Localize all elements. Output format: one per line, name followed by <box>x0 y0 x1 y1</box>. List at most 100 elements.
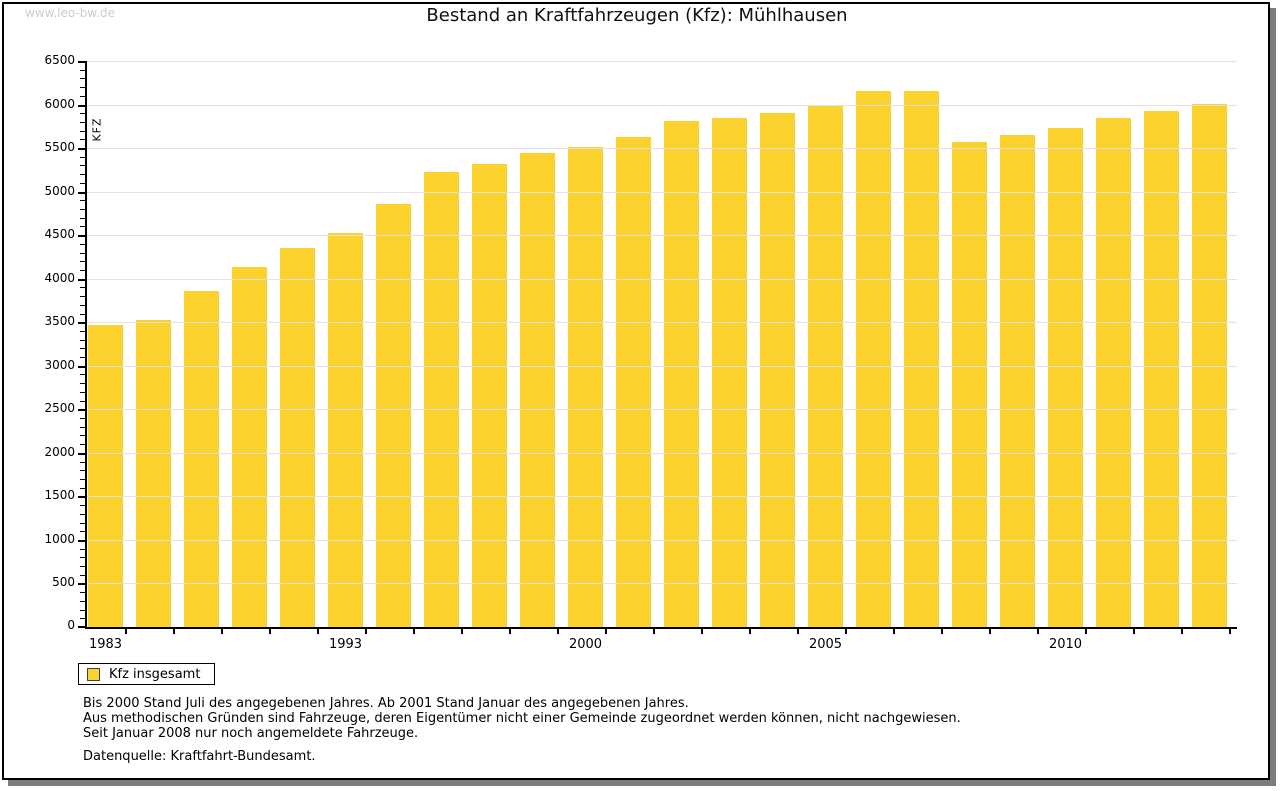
y-axis-tick-label: 500 <box>52 575 75 589</box>
y-axis-major-tick <box>78 61 85 63</box>
y-axis-minor-tick <box>80 575 85 576</box>
y-axis-tick-label: 6000 <box>44 97 75 111</box>
bar-2003 <box>712 118 747 627</box>
gridline <box>85 235 1237 236</box>
bar-1989 <box>232 267 267 627</box>
x-axis-tick <box>413 629 415 634</box>
footnote-line: Aus methodischen Gründen sind Fahrzeuge,… <box>83 711 961 726</box>
bar-1983 <box>88 325 123 627</box>
y-axis-minor-tick <box>80 479 85 480</box>
y-axis-tick-label: 5000 <box>44 184 75 198</box>
bar-1995 <box>376 204 411 627</box>
y-axis-minor-tick <box>80 392 85 393</box>
gridline <box>85 583 1237 584</box>
y-axis-minor-tick <box>80 314 85 315</box>
bar-2010 <box>1048 128 1083 627</box>
gridline <box>85 192 1237 193</box>
bar-1998 <box>472 164 507 627</box>
y-axis-minor-tick <box>80 200 85 201</box>
x-axis-tick <box>1133 629 1135 634</box>
gridline <box>85 540 1237 541</box>
bar-2012 <box>1144 111 1179 627</box>
x-axis-tick-label: 1983 <box>88 637 123 652</box>
y-axis-minor-tick <box>80 514 85 515</box>
y-axis-minor-tick <box>80 253 85 254</box>
x-axis-tick <box>989 629 991 634</box>
y-axis-minor-tick <box>80 113 85 114</box>
y-axis-minor-tick <box>80 226 85 227</box>
x-axis-tick-label: 2010 <box>1048 637 1083 652</box>
y-axis-minor-tick <box>80 131 85 132</box>
y-axis-minor-tick <box>80 557 85 558</box>
y-axis-tick-label: 3000 <box>44 358 75 372</box>
x-axis-tick <box>1181 629 1183 634</box>
y-axis-major-tick <box>78 366 85 368</box>
bar-2002 <box>664 121 699 627</box>
y-axis-minor-tick <box>80 435 85 436</box>
bar-2004 <box>760 113 795 627</box>
y-axis-major-tick <box>78 409 85 411</box>
y-axis-minor-tick <box>80 488 85 489</box>
y-axis-tick-label: 1000 <box>44 532 75 546</box>
y-axis-minor-tick <box>80 244 85 245</box>
x-axis-tick <box>893 629 895 634</box>
gridline <box>85 322 1237 323</box>
y-axis-minor-tick <box>80 505 85 506</box>
y-axis-major-tick <box>78 453 85 455</box>
bar-2001 <box>616 137 651 627</box>
y-axis-major-tick <box>78 322 85 324</box>
bar-1999 <box>520 153 555 627</box>
y-axis-minor-tick <box>80 209 85 210</box>
x-axis-tick <box>461 629 463 634</box>
y-axis-major-tick <box>78 279 85 281</box>
bar-1991 <box>280 248 315 627</box>
bar-1987 <box>184 291 219 627</box>
x-axis-tick <box>1037 629 1039 634</box>
gridline <box>85 409 1237 410</box>
bar-2013 <box>1192 104 1227 627</box>
y-axis-minor-tick <box>80 218 85 219</box>
y-axis-minor-tick <box>80 287 85 288</box>
y-axis-tick-label: 4000 <box>44 271 75 285</box>
y-axis-minor-tick <box>80 87 85 88</box>
y-axis-tick-label: 2000 <box>44 445 75 459</box>
bar-2009 <box>1000 135 1035 627</box>
y-axis-minor-tick <box>80 296 85 297</box>
y-axis-minor-tick <box>80 157 85 158</box>
y-axis-minor-tick <box>80 374 85 375</box>
y-axis-tick-label: 3500 <box>44 314 75 328</box>
y-axis-minor-tick <box>80 348 85 349</box>
plot-area: 2010 2005 2000 1993 1983 6500 6000 5500 5000 4500… <box>44 53 1237 652</box>
y-axis-major-tick <box>78 235 85 237</box>
bar-2007 <box>904 91 939 627</box>
legend-swatch-icon <box>87 667 100 681</box>
gridline <box>85 366 1237 367</box>
gridline <box>85 279 1237 280</box>
bar-1993 <box>328 233 363 627</box>
x-axis-tick <box>653 629 655 634</box>
x-axis-tick <box>749 629 751 634</box>
bar-1985 <box>136 320 171 627</box>
x-axis-line <box>85 627 1237 629</box>
y-axis-minor-tick <box>80 340 85 341</box>
footnote-line: Seit Januar 2008 nur noch angemeldete Fa… <box>83 726 419 741</box>
y-axis-minor-tick <box>80 418 85 419</box>
y-axis-title: KFZ <box>90 117 104 142</box>
y-axis-minor-tick <box>80 183 85 184</box>
y-axis-minor-tick <box>80 305 85 306</box>
bar-1997 <box>424 172 459 627</box>
y-axis-tick-label: 0 <box>67 618 75 632</box>
bar-2006 <box>856 91 891 627</box>
y-axis-minor-tick <box>80 122 85 123</box>
x-axis-tick-label: 1993 <box>328 637 363 652</box>
x-axis-tick <box>173 629 175 634</box>
y-axis-minor-tick <box>80 165 85 166</box>
y-axis-tick-label: 6500 <box>44 53 75 67</box>
bar-2000 <box>568 147 603 627</box>
y-axis-minor-tick <box>80 610 85 611</box>
y-axis-minor-tick <box>80 270 85 271</box>
x-axis-tick <box>509 629 511 634</box>
y-axis-minor-tick <box>80 70 85 71</box>
y-axis-minor-tick <box>80 618 85 619</box>
y-axis-major-tick <box>78 496 85 498</box>
